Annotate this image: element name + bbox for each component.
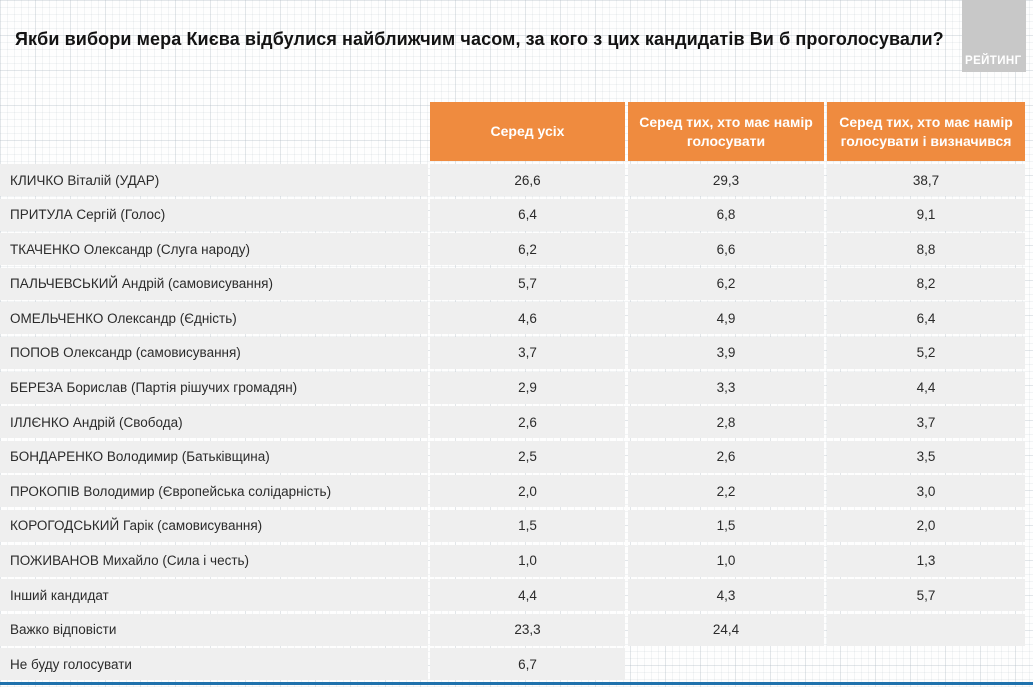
candidate-name: Інший кандидат bbox=[0, 579, 428, 612]
candidate-name: Не буду голосувати bbox=[0, 648, 428, 681]
candidate-name: ПОЖИВАНОВ Михайло (Сила і честь) bbox=[0, 544, 428, 577]
value-intend-to-vote: 1,0 bbox=[628, 544, 824, 577]
table-row: ПОЖИВАНОВ Михайло (Сила і честь) 1,0 1,0… bbox=[0, 544, 1025, 580]
value-intend-to-vote: 3,9 bbox=[628, 336, 824, 369]
rating-logo: РЕЙТИНГ bbox=[962, 0, 1026, 72]
rating-logo-text: РЕЙТИНГ bbox=[965, 55, 1022, 67]
value-among-all: 2,0 bbox=[430, 475, 625, 508]
value-among-all: 23,3 bbox=[430, 613, 625, 646]
candidate-name: ПРИТУЛА Сергій (Голос) bbox=[0, 198, 428, 231]
value-intend-and-decided bbox=[827, 613, 1025, 646]
page-title: Якби вибори мера Києва відбулися найближ… bbox=[15, 29, 944, 49]
value-intend-and-decided: 9,1 bbox=[827, 198, 1025, 231]
value-among-all: 1,5 bbox=[430, 509, 625, 542]
candidate-name: ТКАЧЕНКО Олександр (Слуга народу) bbox=[0, 233, 428, 266]
value-intend-and-decided: 6,4 bbox=[827, 302, 1025, 335]
value-among-all: 2,5 bbox=[430, 440, 625, 473]
table-row: КОРОГОДСЬКИЙ Гарік (самовисування) 1,5 1… bbox=[0, 509, 1025, 545]
table-row: ІЛЛЄНКО Андрій (Свобода) 2,6 2,8 3,7 bbox=[0, 406, 1025, 441]
table-row: БЕРЕЗА Борислав (Партія рішучих громадян… bbox=[0, 371, 1025, 407]
value-intend-to-vote bbox=[628, 648, 824, 680]
value-intend-to-vote: 2,8 bbox=[628, 406, 824, 439]
value-among-all: 6,2 bbox=[430, 233, 625, 266]
value-intend-and-decided: 3,7 bbox=[827, 406, 1025, 439]
header-spacer bbox=[0, 102, 428, 161]
table-row: ТКАЧЕНКО Олександр (Слуга народу) 6,2 6,… bbox=[0, 233, 1025, 268]
value-intend-to-vote: 3,3 bbox=[628, 371, 824, 404]
candidate-name: ПАЛЬЧЕВСЬКИЙ Андрій (самовисування) bbox=[0, 267, 428, 300]
value-intend-to-vote: 24,4 bbox=[628, 613, 824, 646]
value-intend-to-vote: 4,9 bbox=[628, 302, 824, 335]
value-intend-and-decided: 3,5 bbox=[827, 440, 1025, 473]
value-among-all: 4,4 bbox=[430, 579, 625, 612]
column-header-intend-and-decided: Серед тих, хто має намір голосувати і ви… bbox=[827, 102, 1025, 161]
value-intend-to-vote: 6,8 bbox=[628, 198, 824, 231]
table-row: Не буду голосувати 6,7 bbox=[0, 648, 1025, 683]
value-intend-to-vote: 2,6 bbox=[628, 440, 824, 473]
table-row: ПОПОВ Олександр (самовисування) 3,7 3,9 … bbox=[0, 336, 1025, 372]
value-intend-and-decided: 8,2 bbox=[827, 267, 1025, 300]
value-among-all: 6,7 bbox=[430, 648, 625, 681]
candidate-name: ПОПОВ Олександр (самовисування) bbox=[0, 336, 428, 369]
candidate-name: БЕРЕЗА Борислав (Партія рішучих громадян… bbox=[0, 371, 428, 404]
column-header-intend-to-vote: Серед тих, хто має намір голосувати bbox=[628, 102, 824, 161]
column-header-among-all: Серед усіх bbox=[430, 102, 625, 161]
value-intend-to-vote: 4,3 bbox=[628, 579, 824, 612]
value-among-all: 26,6 bbox=[430, 164, 625, 196]
value-intend-and-decided: 3,0 bbox=[827, 475, 1025, 508]
table-row: ПРИТУЛА Сергій (Голос) 6,4 6,8 9,1 bbox=[0, 198, 1025, 234]
value-intend-and-decided: 1,3 bbox=[827, 544, 1025, 577]
value-intend-to-vote: 1,5 bbox=[628, 509, 824, 542]
candidate-name: БОНДАРЕНКО Володимир (Батьківщина) bbox=[0, 440, 428, 473]
bottom-accent-line bbox=[0, 682, 1033, 685]
value-intend-and-decided: 4,4 bbox=[827, 371, 1025, 404]
table-row: Інший кандидат 4,4 4,3 5,7 bbox=[0, 579, 1025, 614]
poll-results-table: Серед усіх Серед тих, хто має намір голо… bbox=[0, 102, 1025, 683]
table-row: ПАЛЬЧЕВСЬКИЙ Андрій (самовисування) 5,7 … bbox=[0, 267, 1025, 303]
value-among-all: 3,7 bbox=[430, 336, 625, 369]
value-intend-to-vote: 6,2 bbox=[628, 267, 824, 300]
table-row: ПРОКОПІВ Володимир (Європейська солідарн… bbox=[0, 475, 1025, 510]
value-among-all: 5,7 bbox=[430, 267, 625, 300]
value-intend-to-vote: 2,2 bbox=[628, 475, 824, 508]
value-intend-and-decided: 5,7 bbox=[827, 579, 1025, 612]
table-row: БОНДАРЕНКО Володимир (Батьківщина) 2,5 2… bbox=[0, 440, 1025, 476]
value-intend-to-vote: 29,3 bbox=[628, 164, 824, 196]
value-intend-and-decided: 38,7 bbox=[827, 164, 1025, 196]
candidate-name: КОРОГОДСЬКИЙ Гарік (самовисування) bbox=[0, 509, 428, 542]
value-intend-and-decided bbox=[827, 648, 1025, 680]
table-row: ОМЕЛЬЧЕНКО Олександр (Єдність) 4,6 4,9 6… bbox=[0, 302, 1025, 337]
table-header-row: Серед усіх Серед тих, хто має намір голо… bbox=[0, 102, 1025, 161]
value-among-all: 6,4 bbox=[430, 198, 625, 231]
candidate-name: КЛИЧКО Віталій (УДАР) bbox=[0, 164, 428, 196]
value-intend-to-vote: 6,6 bbox=[628, 233, 824, 266]
table-row: КЛИЧКО Віталій (УДАР) 26,6 29,3 38,7 bbox=[0, 164, 1025, 199]
candidate-name: ІЛЛЄНКО Андрій (Свобода) bbox=[0, 406, 428, 439]
value-among-all: 2,9 bbox=[430, 371, 625, 404]
value-intend-and-decided: 5,2 bbox=[827, 336, 1025, 369]
value-intend-and-decided: 2,0 bbox=[827, 509, 1025, 542]
value-intend-and-decided: 8,8 bbox=[827, 233, 1025, 266]
candidate-name: ОМЕЛЬЧЕНКО Олександр (Єдність) bbox=[0, 302, 428, 335]
value-among-all: 1,0 bbox=[430, 544, 625, 577]
candidate-name: ПРОКОПІВ Володимир (Європейська солідарн… bbox=[0, 475, 428, 508]
value-among-all: 2,6 bbox=[430, 406, 625, 439]
table-row: Важко відповісти 23,3 24,4 bbox=[0, 613, 1025, 649]
value-among-all: 4,6 bbox=[430, 302, 625, 335]
candidate-name: Важко відповісти bbox=[0, 613, 428, 646]
